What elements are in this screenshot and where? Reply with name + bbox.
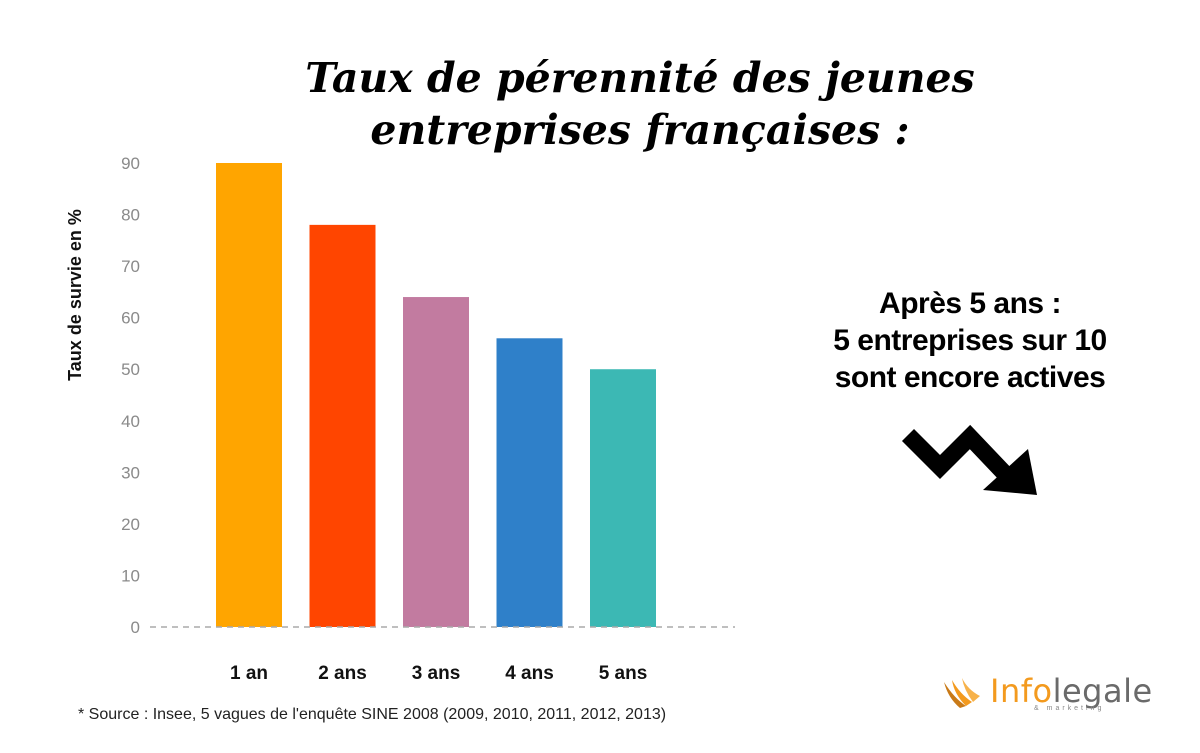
callout-line-1: Après 5 ans :	[879, 287, 1061, 320]
x-tick-label: 5 ans	[599, 663, 648, 684]
callout-line-2: 5 entreprises sur 10	[833, 324, 1107, 357]
x-tick-label: 1 an	[230, 663, 268, 684]
y-tick-label: 80	[121, 206, 140, 225]
bar-1	[216, 163, 282, 627]
callout-text: Après 5 ans : 5 entreprises sur 10 sont …	[800, 285, 1140, 396]
bar-2	[309, 224, 376, 627]
bar-5	[590, 369, 656, 627]
x-tick-label: 2 ans	[318, 663, 367, 684]
y-axis-label: Taux de survie en %	[65, 209, 85, 381]
y-tick-label: 70	[121, 257, 140, 276]
y-tick-label: 90	[121, 154, 140, 173]
y-tick-label: 0	[131, 618, 140, 637]
y-tick-label: 20	[121, 515, 140, 534]
callout-line-3: sont encore actives	[834, 361, 1106, 394]
chart-title: Taux de pérennité des jeunes entreprises…	[240, 52, 1040, 156]
y-tick-label: 10	[121, 566, 140, 585]
zigzag-down-arrow-icon	[901, 424, 1037, 495]
bar-4	[496, 338, 563, 627]
y-axis-ticks: 0 10 20 30 40 50 60 70 80 90	[121, 154, 140, 637]
y-tick-label: 30	[121, 463, 140, 482]
y-tick-label: 40	[121, 412, 140, 431]
x-axis-ticks: 1 an 2 ans 3 ans 4 ans 5 ans	[230, 663, 647, 684]
bar-3	[403, 297, 469, 627]
y-tick-label: 50	[121, 360, 140, 379]
infolegale-logo: Infolegale & marketing	[940, 672, 1152, 716]
logo-word-info: Info	[990, 672, 1053, 710]
x-tick-label: 3 ans	[412, 663, 461, 684]
y-tick-label: 60	[121, 309, 140, 328]
logo-tagline: & marketing	[1034, 705, 1105, 712]
bars	[216, 163, 656, 627]
logo-word-legale: legale	[1052, 672, 1153, 710]
logo-emblem-icon	[944, 678, 980, 708]
chart-title-line-2: entreprises françaises :	[370, 106, 910, 154]
x-tick-label: 4 ans	[505, 663, 554, 684]
logo-wordmark: Infolegale	[990, 672, 1153, 710]
source-note: * Source : Insee, 5 vagues de l'enquête …	[78, 706, 667, 723]
bar-chart: Taux de survie en % 0102030405060708090 …	[65, 154, 735, 684]
chart-title-line-1: Taux de pérennité des jeunes	[305, 54, 975, 102]
